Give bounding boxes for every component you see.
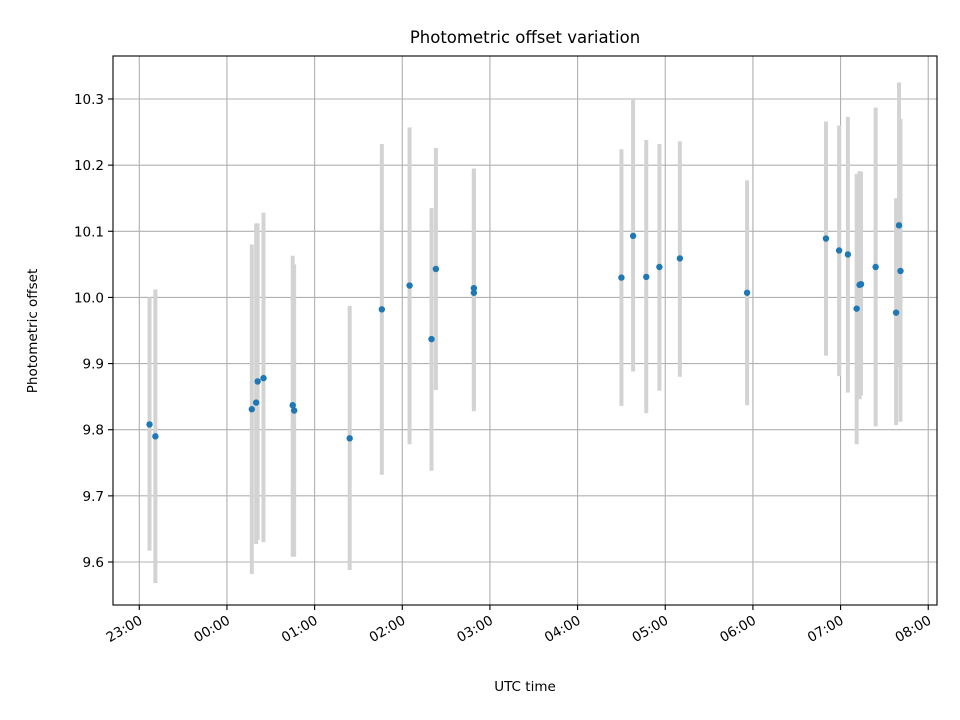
y-tick-label: 9.6	[83, 555, 104, 571]
data-point	[248, 406, 255, 413]
data-point	[743, 289, 751, 296]
data-point	[406, 282, 413, 289]
data-point	[656, 263, 663, 271]
data-point	[289, 402, 296, 409]
data-point	[470, 284, 478, 292]
data-point	[254, 378, 261, 385]
x-tick-label: 02:00	[367, 613, 409, 646]
data-point	[378, 306, 386, 313]
y-tick-label: 9.8	[83, 423, 104, 439]
data-point	[844, 251, 852, 258]
data-point	[676, 255, 684, 262]
data-point	[470, 289, 478, 296]
data-point	[346, 435, 353, 442]
data-point	[146, 421, 153, 428]
y-tick-label: 10.2	[74, 158, 104, 174]
y-tick-label: 9.7	[83, 489, 104, 505]
data-point	[260, 374, 267, 382]
data-point	[432, 265, 440, 273]
data-point	[618, 274, 625, 281]
x-tick-label: 06:00	[717, 613, 759, 646]
grid-layer	[113, 56, 937, 605]
y-tick-label: 9.9	[83, 357, 104, 373]
x-tick-label: 08:00	[893, 613, 935, 646]
data-point	[872, 263, 879, 271]
data-point	[152, 433, 159, 440]
chart-title: Photometric offset variation	[410, 28, 640, 47]
x-tick-label: 05:00	[630, 613, 672, 646]
data-point	[853, 305, 860, 312]
y-tick-label: 10.0	[74, 290, 104, 306]
data-point	[643, 273, 650, 281]
data-point	[897, 267, 904, 275]
x-tick-label: 03:00	[454, 613, 496, 646]
y-tick-label: 10.1	[74, 224, 104, 240]
data-point	[857, 280, 865, 288]
data-point	[629, 232, 637, 240]
x-axis-label: UTC time	[494, 679, 556, 695]
plot-frame	[112, 55, 938, 606]
x-tick-label: 23:00	[104, 613, 146, 646]
tick-layer: 23:00 00:00 01:00 02:00 03:00 04:00 05:00 06:00…	[74, 92, 934, 646]
data-point	[290, 407, 298, 414]
data-point	[835, 247, 843, 254]
data-point	[892, 309, 900, 316]
data-point	[428, 335, 435, 343]
data-point	[822, 235, 830, 242]
y-tick-label: 10.3	[74, 92, 104, 108]
x-tick-label: 01:00	[279, 613, 321, 646]
point-layer	[146, 222, 904, 442]
data-point	[895, 222, 903, 229]
x-tick-label: 07:00	[805, 613, 847, 646]
y-axis-label: Photometric offset	[25, 269, 41, 393]
error-bar-layer	[147, 82, 903, 584]
x-tick-label: 00:00	[191, 613, 233, 646]
x-tick-label: 04:00	[542, 613, 584, 646]
data-point	[252, 399, 260, 406]
